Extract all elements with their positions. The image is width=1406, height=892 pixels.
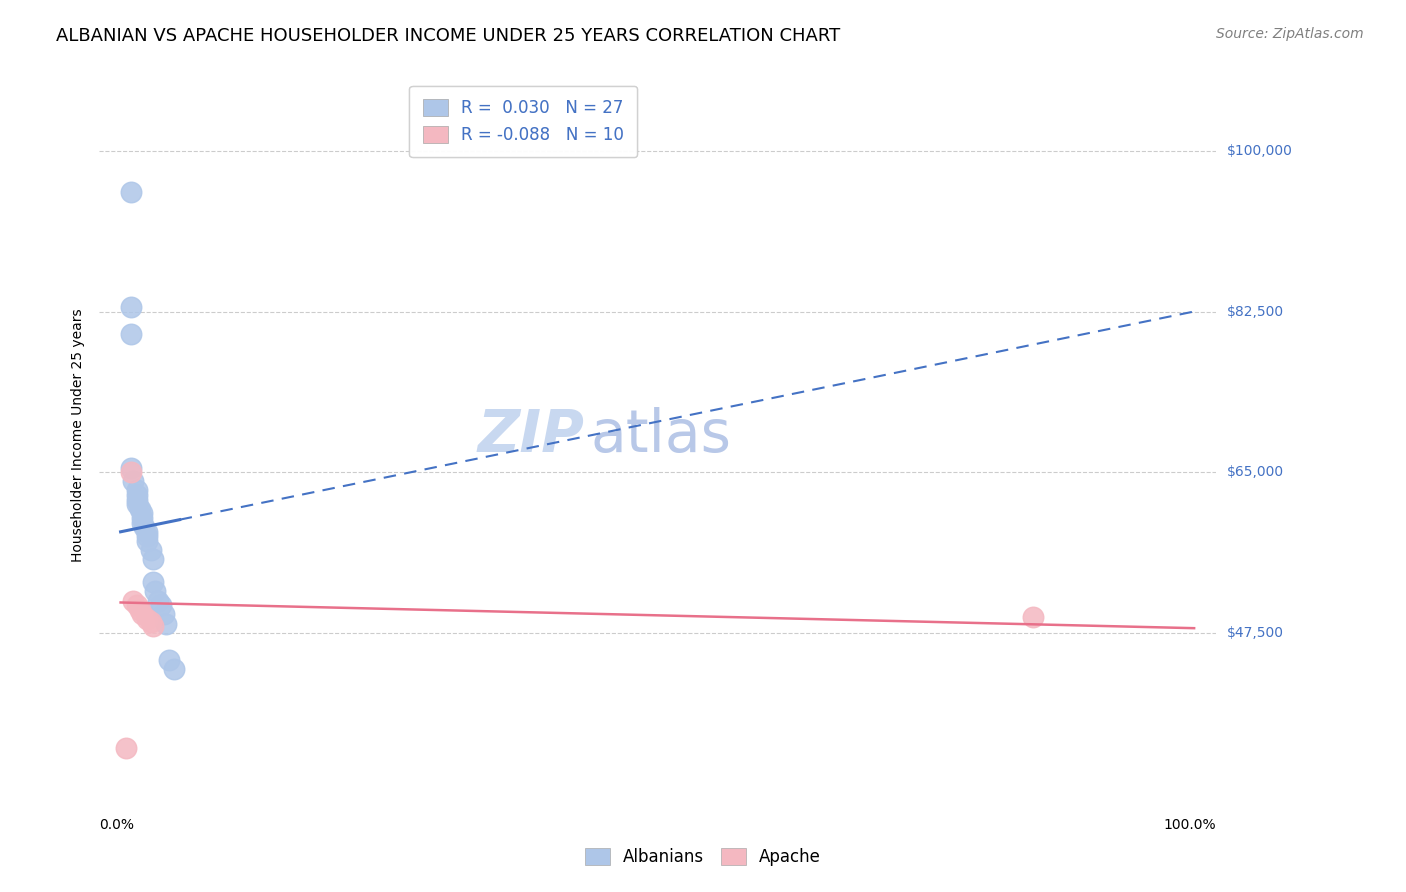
Point [150,599,173,613]
Text: $47,500: $47,500 [1226,626,1284,640]
Point [1022,610,1045,624]
Text: 0.0%: 0.0% [100,818,134,832]
Point [120,300,142,314]
Point [122,593,145,607]
Text: 100.0%: 100.0% [1163,818,1216,832]
Legend: R =  0.030   N = 27, R = -0.088   N = 10: R = 0.030 N = 27, R = -0.088 N = 10 [409,86,637,157]
Legend: Albanians, Apache: Albanians, Apache [576,840,830,875]
Point [143,584,166,599]
Point [139,615,162,629]
Point [136,529,159,543]
Point [125,488,148,502]
Point [163,663,186,677]
Point [120,465,142,479]
Text: $82,500: $82,500 [1226,304,1284,318]
Point [120,185,142,199]
Text: ZIP: ZIP [478,407,585,464]
Text: Source: ZipAtlas.com: Source: ZipAtlas.com [1216,27,1364,41]
Point [120,460,142,475]
Point [157,653,180,667]
Point [131,607,153,622]
Point [136,533,159,548]
Point [131,511,153,525]
Point [142,552,165,566]
Point [125,483,148,498]
Point [120,327,142,342]
Point [136,524,159,539]
Point [152,607,174,622]
Text: $65,000: $65,000 [1226,465,1284,479]
Point [131,516,153,530]
Point [155,616,177,631]
Point [125,599,148,613]
Point [125,497,148,511]
Point [122,475,145,489]
Point [146,593,169,607]
Point [131,507,153,521]
Point [139,543,162,558]
Text: ALBANIAN VS APACHE HOUSEHOLDER INCOME UNDER 25 YEARS CORRELATION CHART: ALBANIAN VS APACHE HOUSEHOLDER INCOME UN… [56,27,841,45]
Point [129,603,152,617]
Text: atlas: atlas [591,407,731,464]
Point [142,619,165,633]
Point [134,520,156,534]
Y-axis label: Householder Income Under 25 years: Householder Income Under 25 years [72,309,86,562]
Point [129,501,152,516]
Point [142,575,165,590]
Point [136,612,159,626]
Text: $100,000: $100,000 [1226,144,1292,158]
Point [115,740,138,755]
Point [125,492,148,507]
